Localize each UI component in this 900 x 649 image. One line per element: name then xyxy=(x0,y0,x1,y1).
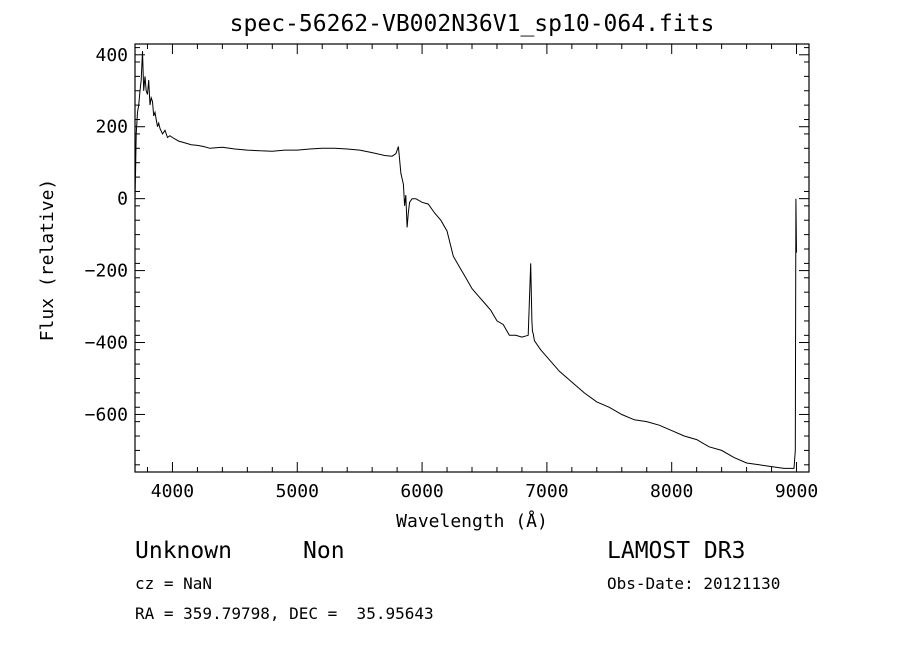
x-tick-label: 9000 xyxy=(775,481,818,502)
coordinates: RA = 359.79798, DEC = 35.95643 xyxy=(135,604,434,623)
y-tick-label: −400 xyxy=(85,333,128,354)
x-tick-label: 6000 xyxy=(400,481,443,502)
spectral-class: Unknown xyxy=(135,538,232,564)
axes xyxy=(134,43,810,473)
x-tick-label: 4000 xyxy=(151,481,194,502)
plot-frame xyxy=(134,43,810,473)
y-tick-label: −200 xyxy=(85,261,128,282)
spectrum-line xyxy=(134,51,797,469)
y-tick-label: 400 xyxy=(95,45,128,66)
x-axis-label: Wavelength (Å) xyxy=(396,510,548,532)
spectral-subclass: Non xyxy=(303,538,345,564)
observation-date: Obs-Date: 20121130 xyxy=(607,574,781,593)
y-tick-label: 0 xyxy=(117,189,128,210)
redshift-cz: cz = NaN xyxy=(135,574,213,593)
x-tick-label: 8000 xyxy=(650,481,693,502)
y-axis-label: Flux (relative) xyxy=(37,179,58,342)
x-tick-label: 5000 xyxy=(276,481,319,502)
survey-name: LAMOST DR3 xyxy=(607,538,746,564)
x-tick-label: 7000 xyxy=(525,481,568,502)
y-tick-label: 200 xyxy=(95,117,128,138)
tick-labels: 4000 5000 6000 7000 8000 9000 400 200 0 −200 −400 −… xyxy=(85,45,819,502)
y-tick-label: −600 xyxy=(85,404,128,425)
ticks xyxy=(135,44,809,472)
chart-title: spec-56262-VB002N36V1_sp10-064.fits xyxy=(230,11,715,37)
